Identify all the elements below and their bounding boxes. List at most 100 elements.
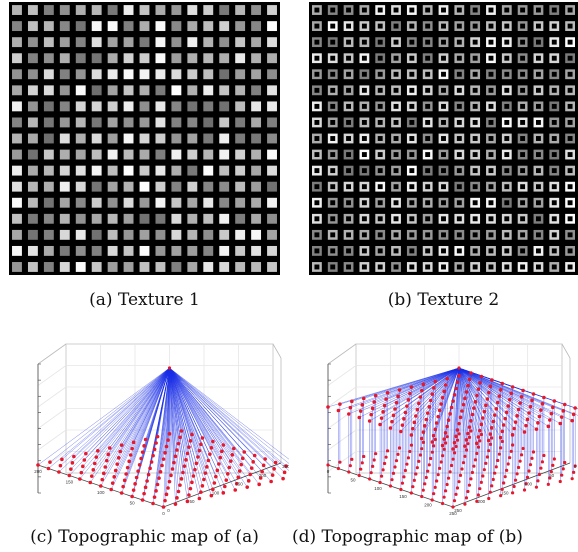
texture-square [59,181,70,192]
node-point [552,399,557,403]
texture-square-hole [535,23,541,29]
node-point [393,465,397,469]
texture-square [219,37,230,48]
node-point [358,409,363,413]
edge-line [458,367,489,441]
texture-square-hole [377,103,383,109]
texture-square-hole [393,103,399,109]
node-point [485,397,490,401]
node-point [384,455,388,459]
texture-square-hole [409,119,415,125]
edge-line [60,367,170,466]
node-point [487,449,491,453]
texture-square [43,69,54,80]
node-point [484,403,488,408]
texture-square-hole [377,152,383,158]
node-point [94,455,99,459]
texture-square-hole [393,71,399,77]
texture-square [139,165,150,176]
texture-square [12,149,22,160]
texture-square-hole [520,264,526,270]
node-point [521,446,525,451]
node-point [420,388,424,393]
texture-square-hole [456,136,462,141]
texture-square [155,101,166,112]
texture-square-hole [425,39,431,45]
node-point [446,418,451,422]
edge-line [114,367,170,477]
texture-square-hole [393,248,399,254]
texture-square [123,229,134,240]
texture-square [43,181,54,192]
texture-square-hole [456,232,462,238]
node-point [200,436,205,440]
texture-square-hole [393,152,399,158]
node-point [516,407,521,412]
texture-square [75,181,86,192]
texture-square [12,21,22,32]
node-point [475,441,479,446]
node-point [399,487,403,492]
texture-square [171,197,182,208]
node-point [222,484,227,489]
node-point [57,470,61,474]
node-point [361,396,366,401]
node-point [246,479,251,483]
edge-line [103,367,170,474]
apex-node [457,366,461,370]
node-point [408,449,412,454]
node-point [403,410,408,415]
node-point [431,433,436,438]
edge-line [111,367,170,490]
edge-line [360,367,460,412]
node-point [445,435,449,439]
edge-line [458,367,479,438]
node-point [527,469,531,473]
texture-square [171,213,182,224]
texture-square [171,37,182,48]
node-point [205,465,209,469]
node-point [524,482,528,486]
node-point [233,488,238,492]
texture-square [251,149,262,160]
edge-line [169,367,182,479]
node-point [491,419,496,424]
node-point [433,437,437,442]
texture-square-hole [393,136,399,141]
node-point [134,475,139,480]
texture-square-hole [330,264,336,270]
texture-square-hole [488,216,494,222]
texture-square-hole [488,55,494,61]
node-point [536,421,540,425]
node-point [402,417,406,421]
texture-square [219,213,230,224]
node-point [440,395,445,400]
node-point [510,385,515,389]
node-point [452,499,457,503]
y-tick-label: 150 [501,490,509,495]
texture-square [235,85,246,96]
texture-square [171,85,182,96]
texture-square-hole [330,87,336,93]
texture-square-hole [393,23,399,29]
texture-square-hole [520,87,526,93]
node-point [467,377,472,382]
edge-line [391,367,460,422]
texture-square-hole [346,168,352,174]
node-point [457,432,461,436]
texture-square [171,69,182,80]
node-point [118,449,123,454]
axis-edge [272,343,282,359]
node-point [338,460,342,464]
texture-square-hole [346,71,352,77]
texture-square [139,101,150,112]
texture-square [155,262,166,272]
texture-square [219,149,230,160]
node-point [442,389,446,394]
edge-line [106,367,170,461]
texture-square [139,53,150,64]
node-point [463,396,467,401]
texture-square [219,133,230,144]
node-point [479,374,484,379]
edge-line [169,367,285,473]
